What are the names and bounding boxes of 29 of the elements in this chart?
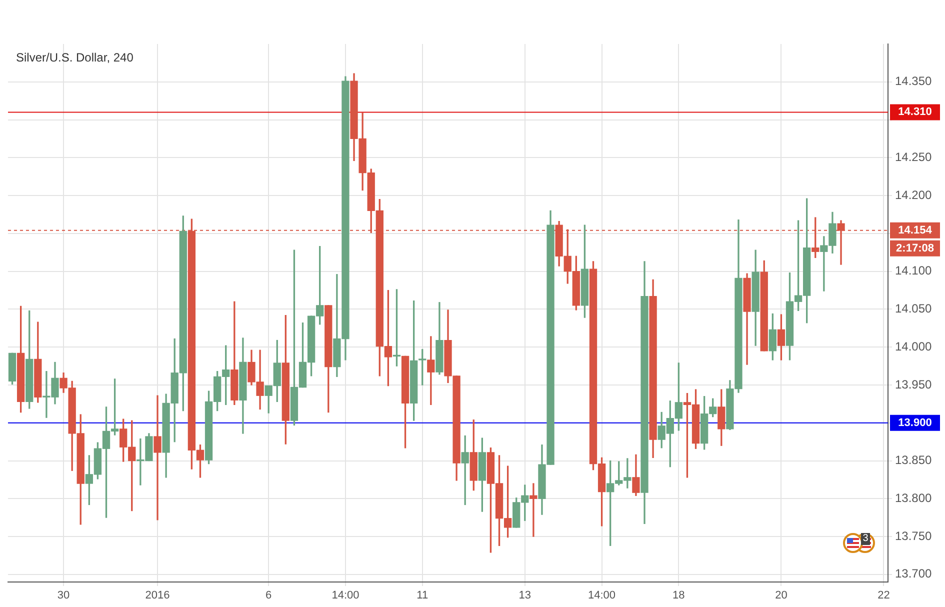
x-tick-label: 13 xyxy=(518,590,532,602)
y-tick-label: 14.250 xyxy=(895,150,932,164)
candlestick xyxy=(530,483,538,537)
y-tick-label: 13.850 xyxy=(895,453,932,468)
ref-line-label: 14.310 xyxy=(898,106,932,118)
candlestick xyxy=(154,395,162,520)
y-tick-label: 14.200 xyxy=(895,188,932,202)
x-tick-label: 6 xyxy=(266,590,272,602)
text: Silver/U.S. Dollar, 240 xyxy=(16,50,134,64)
ref-line-label: 13.900 xyxy=(898,416,932,429)
x-tick-label: 14:00 xyxy=(588,590,616,602)
x-tick-label: 30 xyxy=(57,590,70,602)
y-tick-label: 13.800 xyxy=(895,490,932,505)
text: 2:17:08 xyxy=(896,242,934,254)
ref-line-label: 14.154 xyxy=(898,224,933,236)
y-tick-label: 14.050 xyxy=(895,302,932,316)
y-tick-label: 14.000 xyxy=(895,339,932,354)
y-tick-label: 13.950 xyxy=(895,377,932,392)
y-tick-label: 13.750 xyxy=(895,528,932,543)
x-tick-label: 20 xyxy=(775,590,788,602)
x-tick-label: 22 xyxy=(878,590,890,602)
x-tick-label: 2016 xyxy=(145,590,170,602)
annotation: 3 xyxy=(861,533,870,545)
y-tick-label: 14.350 xyxy=(895,74,932,88)
y-tick-label: 13.700 xyxy=(895,566,932,581)
x-tick-label: 11 xyxy=(416,590,428,602)
y-tick-label: 14.100 xyxy=(895,264,932,278)
x-tick-label: 14:00 xyxy=(332,590,360,602)
x-tick-label: 18 xyxy=(672,590,685,602)
